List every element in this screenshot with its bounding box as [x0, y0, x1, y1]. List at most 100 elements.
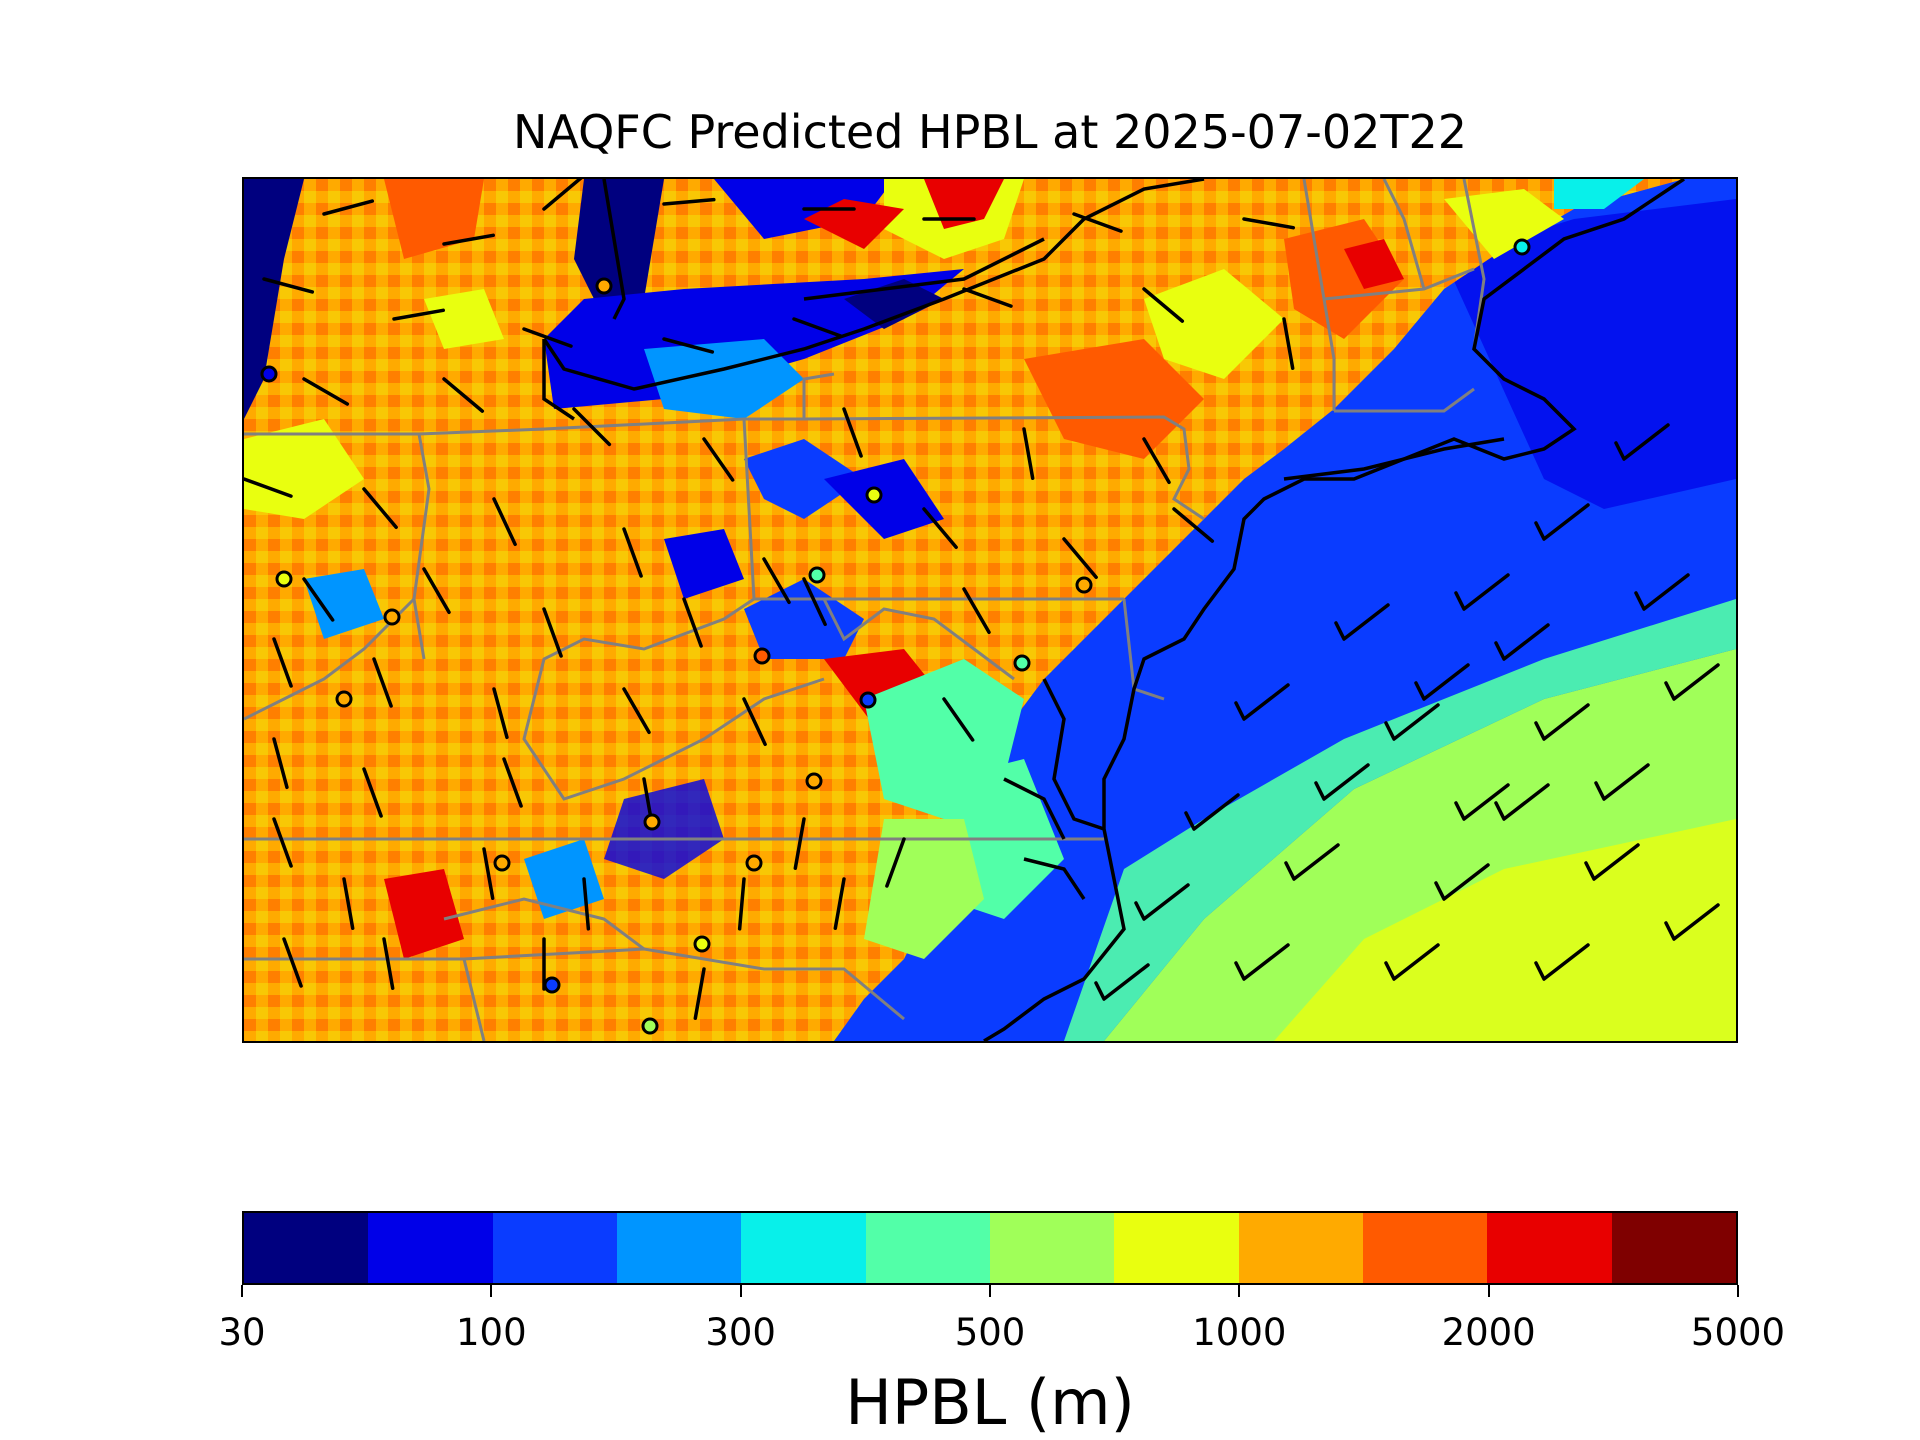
wind-barb	[302, 377, 350, 406]
colorbar-segment	[1238, 1213, 1363, 1283]
wind-barb	[885, 837, 906, 888]
wind-barb	[492, 687, 509, 740]
observation-site-marker	[753, 647, 771, 665]
wind-barb	[262, 277, 315, 294]
observation-markers	[260, 238, 1531, 1035]
wind-barb	[422, 567, 451, 615]
wind-barb	[622, 527, 643, 578]
wind-barb	[1384, 943, 1440, 981]
observation-site-marker	[1513, 238, 1531, 256]
wind-barb	[1414, 663, 1470, 701]
hpbl-map	[242, 177, 1738, 1043]
wind-barb	[572, 407, 612, 447]
wind-barb	[492, 497, 517, 547]
colorbar-tick	[490, 1285, 493, 1297]
wind-barb	[962, 587, 991, 635]
ocean-transition	[1064, 599, 1736, 1041]
observation-site-marker	[641, 1017, 659, 1035]
wind-barb	[1062, 537, 1098, 580]
wind-barb	[1234, 683, 1290, 721]
observation-site-marker	[865, 486, 883, 504]
wind-barb	[793, 817, 806, 870]
wind-barb	[1234, 943, 1290, 981]
wind-barb	[362, 487, 398, 530]
ocean-northeast	[1444, 199, 1736, 509]
wind-barb	[1022, 427, 1035, 480]
wind-barb	[1534, 943, 1590, 981]
colorbar-segment	[989, 1213, 1115, 1283]
colorbar-tick	[1737, 1285, 1739, 1297]
wind-barb	[1314, 763, 1370, 801]
wind-barb	[942, 697, 975, 742]
observation-site-marker	[595, 277, 613, 295]
colorbar-segment	[1362, 1213, 1488, 1283]
wind-barb	[622, 687, 651, 735]
observation-site-marker	[745, 854, 763, 872]
wind-barb	[442, 377, 485, 413]
wind-barb	[362, 767, 383, 818]
wind-barb	[1454, 783, 1510, 821]
colorbar-segment	[741, 1213, 866, 1283]
land-patches	[244, 179, 1644, 959]
colorbar-segment	[616, 1213, 742, 1283]
observation-site-marker	[383, 608, 401, 626]
wind-barb	[542, 179, 583, 211]
colorbar-segment	[865, 1213, 990, 1283]
observation-site-marker	[335, 690, 353, 708]
observation-site-marker	[693, 935, 711, 953]
observation-site-marker	[1075, 576, 1093, 594]
wind-barb	[482, 847, 495, 900]
wind-barb	[1494, 623, 1550, 661]
wind-barb	[742, 697, 767, 747]
wind-barb	[1072, 212, 1123, 233]
wind-barb	[962, 287, 1013, 308]
colorbar	[242, 1211, 1738, 1285]
colorbar-label: HPBL (m)	[845, 1366, 1135, 1439]
observation-site-marker	[543, 976, 561, 994]
observation-site-marker	[808, 566, 826, 584]
colorbar-segment	[368, 1213, 493, 1283]
wind-barb	[1634, 573, 1690, 611]
wind-barb	[392, 308, 445, 321]
wind-barb	[522, 327, 573, 348]
colorbar-tick-label: 500	[954, 1311, 1026, 1354]
colorbar-tick-label: 2000	[1441, 1311, 1536, 1354]
wind-barb	[542, 607, 563, 658]
state-boundaries	[244, 179, 1486, 1041]
wind-barb	[1434, 863, 1490, 901]
wind-barb	[1184, 793, 1240, 831]
colorbar-segment	[1611, 1213, 1736, 1283]
wind-barb	[1534, 703, 1590, 741]
wind-barb	[922, 507, 958, 550]
wind-barb	[1172, 507, 1215, 543]
colorbar-tick-label: 30	[218, 1311, 266, 1354]
wind-barb	[1494, 783, 1550, 821]
colorbar-tick-label: 100	[456, 1311, 527, 1354]
wind-barb	[1664, 663, 1720, 701]
wind-barb	[1242, 217, 1295, 230]
wind-barb	[662, 197, 716, 206]
wind-barbs	[244, 179, 1720, 1020]
wind-barb	[272, 637, 293, 688]
observation-site-marker	[275, 570, 293, 588]
colorbar-segment	[244, 1213, 369, 1283]
wind-barb	[244, 477, 293, 498]
observation-site-marker	[493, 854, 511, 872]
wind-barb	[1142, 437, 1171, 485]
wind-barb	[342, 877, 355, 930]
wind-barb	[1284, 843, 1340, 881]
colorbar-segment	[492, 1213, 617, 1283]
colorbar-segment	[1114, 1213, 1239, 1283]
observation-site-marker	[643, 813, 661, 831]
colorbar-tick	[1487, 1285, 1490, 1297]
wind-barb	[1534, 503, 1590, 541]
wind-barb	[792, 317, 843, 338]
colorbar-tick-label: 1000	[1192, 1311, 1287, 1354]
observation-site-marker	[260, 365, 278, 383]
wind-barb	[833, 877, 846, 930]
colorbar-tick	[739, 1285, 742, 1297]
wind-barb	[1454, 573, 1510, 611]
wind-barb	[662, 337, 715, 354]
wind-barb	[1614, 423, 1670, 461]
wind-barb	[502, 757, 523, 808]
